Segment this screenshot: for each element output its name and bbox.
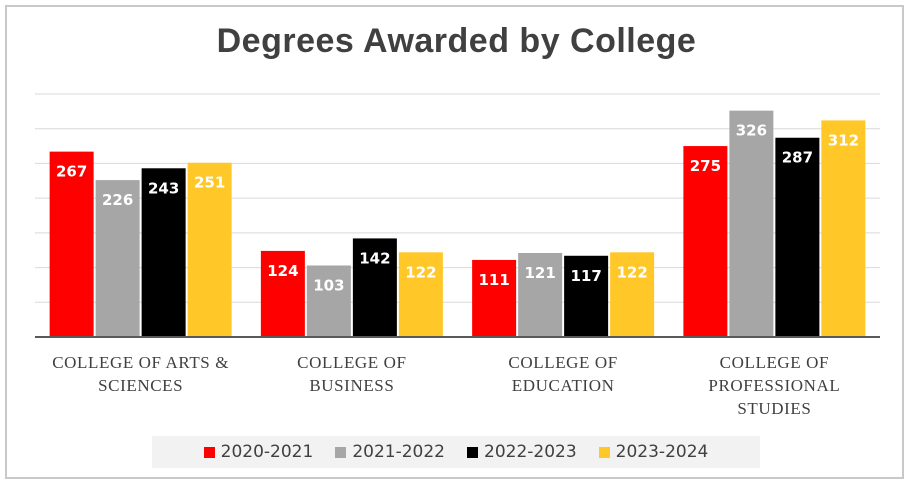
x-tick-label-line: COLLEGE OF xyxy=(508,353,618,372)
data-label: 117 xyxy=(570,267,601,285)
bar-2021-2022-3 xyxy=(729,110,774,337)
bar-2021-2022-0 xyxy=(95,180,140,337)
data-label: 111 xyxy=(478,271,509,289)
legend-item: 2020-2021 xyxy=(203,442,314,462)
bar-2021-2022-2 xyxy=(518,252,563,337)
data-label: 275 xyxy=(690,157,721,175)
x-tick-label-line: COLLEGE OF xyxy=(719,353,830,372)
legend-item: 2022-2023 xyxy=(467,442,577,462)
data-label: 287 xyxy=(782,149,813,167)
legend-swatch xyxy=(467,446,478,458)
data-label: 122 xyxy=(405,263,436,281)
x-tick-label-line: BUSINESS xyxy=(309,376,395,395)
bar-2023-2024-2 xyxy=(610,252,655,337)
x-tick-label: COLLEGE OF EDUCATION xyxy=(458,351,669,397)
bar-2020-2021-0 xyxy=(49,151,94,337)
data-label: 312 xyxy=(828,131,859,149)
legend-label: 2022-2023 xyxy=(484,442,577,462)
data-label: 142 xyxy=(359,249,390,267)
legend-swatch xyxy=(335,446,347,458)
x-tick-label-line: SCIENCES xyxy=(98,376,184,395)
bar-2020-2021-1 xyxy=(260,250,305,337)
legend-swatch xyxy=(598,446,610,458)
x-tick-label-line: EDUCATION xyxy=(511,376,615,395)
data-label: 122 xyxy=(616,263,647,281)
bar-2022-2023-0 xyxy=(141,168,186,337)
x-tick-label: COLLEGE OF PROFESSIONAL STUDIES xyxy=(669,351,880,420)
data-label: 251 xyxy=(194,174,225,192)
chart-legend: 2020-2021 2021-2022 2022-2023 2023-2024 xyxy=(152,436,760,468)
bar-2020-2021-3 xyxy=(683,146,728,337)
legend-swatch xyxy=(203,446,215,458)
data-label: 226 xyxy=(102,191,133,209)
bar-2022-2023-3 xyxy=(775,137,820,337)
bar-2022-2023-1 xyxy=(352,238,397,337)
x-tick-label-line: COLLEGE OF ARTS & xyxy=(52,353,230,372)
bar-2023-2024-0 xyxy=(187,162,232,337)
x-tick-label-line: STUDIES xyxy=(737,399,812,418)
x-tick-label: COLLEGE OF ARTS & SCIENCES xyxy=(35,351,246,397)
legend-label: 2021-2022 xyxy=(352,442,445,462)
legend-item: 2023-2024 xyxy=(598,442,709,462)
data-label: 103 xyxy=(313,276,344,294)
bar-2023-2024-1 xyxy=(398,252,443,337)
data-label: 243 xyxy=(148,179,179,197)
data-label: 326 xyxy=(736,122,767,140)
legend-label: 2023-2024 xyxy=(615,442,709,462)
legend-label: 2020-2021 xyxy=(220,442,314,462)
legend-item: 2021-2022 xyxy=(335,442,445,462)
x-tick-label-line: COLLEGE OF xyxy=(297,353,407,372)
bar-2023-2024-3 xyxy=(821,120,866,337)
data-label: 121 xyxy=(524,264,555,282)
bar-2022-2023-2 xyxy=(564,255,609,337)
x-tick-label-line: PROFESSIONAL xyxy=(708,376,841,395)
data-label: 267 xyxy=(56,163,87,181)
data-label: 124 xyxy=(267,262,298,280)
chart-title: Degrees Awarded by College xyxy=(216,22,697,60)
x-tick-label: COLLEGE OF BUSINESS xyxy=(246,351,457,397)
bar-2020-2021-2 xyxy=(472,259,517,337)
bar-2021-2022-1 xyxy=(306,265,351,337)
